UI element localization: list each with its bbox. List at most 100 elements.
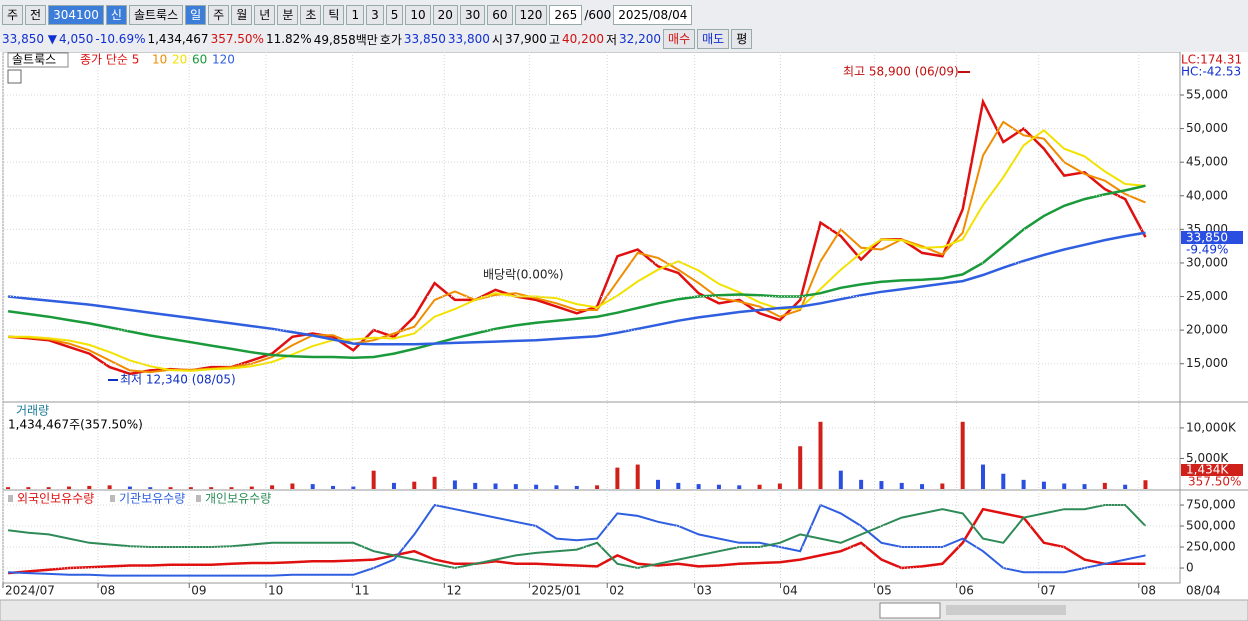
volume-bar bbox=[513, 484, 518, 489]
volume-bar bbox=[1021, 479, 1026, 489]
quote-field: 32,200 bbox=[619, 32, 662, 46]
toolbar-button[interactable]: 5 bbox=[385, 5, 404, 25]
volume-bar bbox=[290, 483, 295, 489]
toolbar-button[interactable]: 초 bbox=[300, 5, 322, 25]
price-tag bbox=[1181, 231, 1243, 244]
count-input[interactable]: 265 bbox=[549, 5, 583, 25]
toolbar-button[interactable]: 60 bbox=[487, 5, 513, 25]
x-tick-label: 04 bbox=[782, 584, 797, 598]
quote-field: 저 bbox=[605, 32, 618, 47]
volume-bar bbox=[46, 487, 51, 489]
volume-bar bbox=[26, 487, 31, 489]
toolbar-button[interactable]: 304100 bbox=[48, 5, 104, 25]
volume-bar bbox=[879, 481, 884, 489]
order-button[interactable]: 평 bbox=[731, 29, 753, 49]
volume-bar bbox=[1041, 481, 1046, 489]
toolbar-button[interactable]: 신 bbox=[105, 5, 127, 25]
order-button[interactable]: 매수 bbox=[663, 29, 696, 49]
volume-bar bbox=[960, 421, 965, 489]
legend-entry: 20 bbox=[172, 53, 187, 67]
y-tick-label: 55,000 bbox=[1186, 87, 1228, 101]
volume-bar bbox=[1123, 484, 1128, 489]
legend-box bbox=[7, 52, 69, 68]
volume-bar bbox=[188, 487, 193, 489]
quote-field: 37,900 bbox=[504, 32, 547, 46]
toolbar-row: 주 전 304100 신 솔트룩스 일 주 월 년 분 초 틱 1 3 5 10 20 30 60 120 265/60… bbox=[2, 5, 693, 25]
y-tick-label: 500,000 bbox=[1186, 519, 1236, 533]
volume-bar bbox=[757, 484, 762, 489]
annotation: 최고 58,900 (06/09) bbox=[843, 65, 959, 79]
date-input[interactable]: 2025/08/04 bbox=[613, 5, 693, 25]
volume-bar bbox=[1082, 484, 1087, 489]
toolbar-button[interactable]: 주 bbox=[208, 5, 230, 25]
y-tick-label: 250,000 bbox=[1186, 540, 1236, 554]
volume-bar bbox=[696, 484, 701, 489]
quote-field: 호가 bbox=[379, 32, 402, 47]
toolbar-button[interactable]: 10 bbox=[405, 5, 431, 25]
toolbar-button[interactable]: 전 bbox=[25, 5, 47, 25]
legend-entry: 60 bbox=[192, 53, 207, 67]
volume-bar bbox=[391, 482, 396, 489]
toolbar-button[interactable]: 솔트룩스 bbox=[128, 5, 184, 25]
legend-entry: 외국인보유수량 bbox=[17, 492, 94, 506]
toolbar-button[interactable]: 30 bbox=[459, 5, 486, 25]
toolbar-button[interactable]: 120 bbox=[514, 5, 548, 25]
y-tick-label: 5,000K bbox=[1186, 451, 1229, 465]
x-tick-label: 02 bbox=[609, 584, 624, 598]
volume-bar bbox=[66, 486, 71, 489]
volume-bar bbox=[270, 485, 275, 489]
x-tick-label: 07 bbox=[1041, 584, 1056, 598]
volume-bar bbox=[920, 484, 925, 489]
volume-bar bbox=[1062, 483, 1067, 489]
quote-field: 357.50% bbox=[210, 32, 264, 46]
volume-bar bbox=[493, 483, 498, 489]
toolbar-button[interactable]: 1 bbox=[346, 5, 365, 25]
volume-bar bbox=[168, 487, 173, 489]
toolbar-button[interactable]: 20 bbox=[432, 5, 458, 25]
volume-subtitle: 1,434,467주(357.50%) bbox=[8, 418, 143, 432]
volume-bar bbox=[229, 487, 234, 489]
volume-bar bbox=[432, 476, 437, 489]
volume-bar bbox=[595, 485, 600, 489]
x-tick-label: 11 bbox=[354, 584, 369, 598]
quote-row: 33,850 ▼ 4,050 -10.69% 1,434,467 357.50% 11.8… bbox=[2, 29, 753, 49]
volume-bar bbox=[534, 484, 539, 489]
toolbar-button[interactable]: 일 bbox=[185, 5, 207, 25]
y-tick-label: 50,000 bbox=[1186, 121, 1228, 135]
toolbar-button[interactable]: 3 bbox=[366, 5, 384, 25]
y-tick-label: 45,000 bbox=[1186, 155, 1228, 169]
toolbar-button[interactable]: 분 bbox=[277, 5, 299, 25]
volume-bar bbox=[412, 481, 417, 489]
count-max: /600 bbox=[584, 8, 612, 22]
legend-swatch bbox=[196, 495, 201, 502]
toolbar-button[interactable]: 주 bbox=[2, 5, 24, 25]
order-button[interactable]: 매도 bbox=[697, 29, 730, 49]
y-tick-label: 15,000 bbox=[1186, 356, 1228, 370]
y-tick-label: 10,000K bbox=[1186, 420, 1237, 434]
lc-label: LC:174.31 bbox=[1181, 53, 1242, 67]
volume-change: 357.50% bbox=[1188, 475, 1241, 489]
toolbar: 주 전 304100 신 솔트룩스 일 주 월 년 분 초 틱 1 3 5 10 20 30 60 120 265/60… bbox=[0, 0, 1248, 53]
quote-field: 40,200 bbox=[561, 32, 604, 46]
scroll-buttons[interactable] bbox=[879, 602, 941, 619]
series-line bbox=[7, 504, 1147, 570]
x-tick-label: 08 bbox=[1141, 584, 1156, 598]
quote-field: 4,050 bbox=[59, 32, 94, 46]
y-tick-label: 25,000 bbox=[1186, 289, 1228, 303]
volume-bar bbox=[615, 467, 620, 489]
toolbar-button[interactable]: 월 bbox=[231, 5, 253, 25]
volume-bar bbox=[940, 483, 945, 489]
x-tick-label: 03 bbox=[697, 584, 712, 598]
table-icon[interactable] bbox=[7, 69, 22, 84]
y-tick-label: 750,000 bbox=[1186, 498, 1236, 512]
quote-field: 고 bbox=[548, 32, 560, 47]
toolbar-button[interactable]: 틱 bbox=[323, 5, 345, 25]
volume-bar bbox=[899, 482, 904, 489]
series-line bbox=[7, 184, 1146, 359]
scroll-thumb[interactable] bbox=[946, 605, 1066, 615]
volume-bar bbox=[473, 482, 478, 489]
volume-bar bbox=[310, 484, 315, 489]
toolbar-button[interactable]: 년 bbox=[254, 5, 276, 25]
y-tick-label: 40,000 bbox=[1186, 188, 1228, 202]
series-line bbox=[7, 231, 1146, 346]
